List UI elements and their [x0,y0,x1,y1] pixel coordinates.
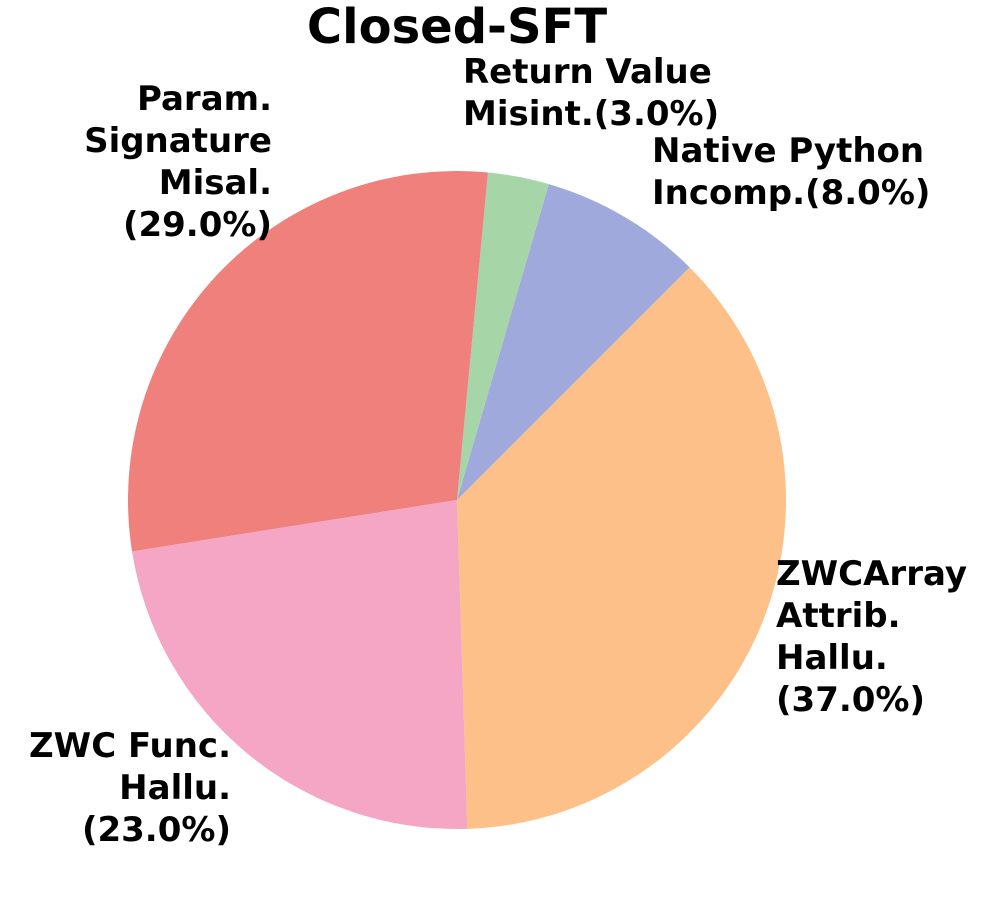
slice-label: Return Value Misint.(3.0%) [463,52,719,134]
slice-label: Param. Signature Misal. (29.0%) [84,79,272,245]
pie-slice [127,171,488,552]
slice-label: ZWCArray Attrib. Hallu. (37.0%) [776,554,967,720]
slice-label: Native Python Incomp.(8.0%) [652,131,930,213]
pie-slice [132,500,468,829]
pie-slice [457,184,690,500]
pie-slice [457,267,787,829]
pie-slice [457,172,549,500]
slice-label: ZWC Func. Hallu. (23.0%) [29,726,231,850]
chart-title: Closed-SFT [307,0,607,55]
